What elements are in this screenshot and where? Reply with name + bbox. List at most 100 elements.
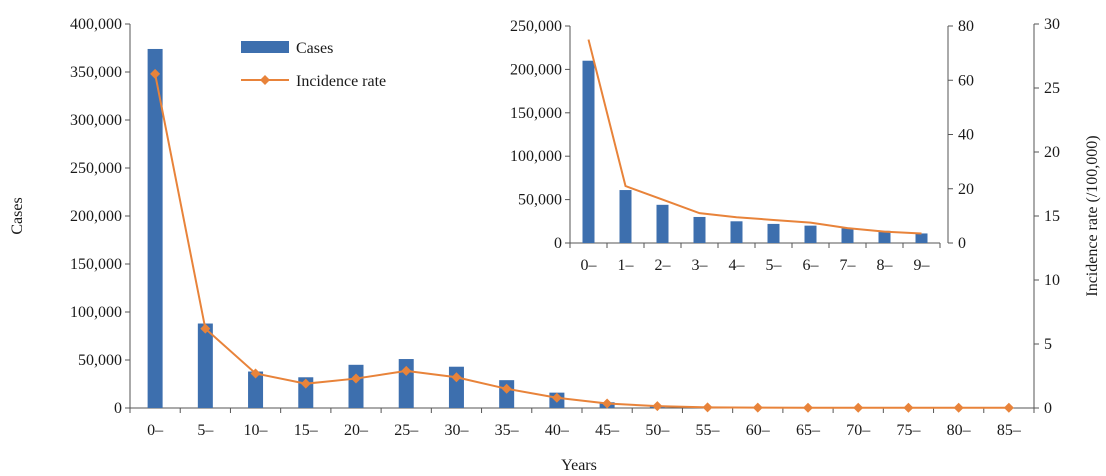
incidence-rate-point [501, 383, 512, 394]
inset-chart: 0 50,000 100,000 150,000 200,000 250,000 0 20 40… [510, 18, 974, 274]
x-tick-label: 10– [244, 422, 269, 439]
x-tick-label: 80– [947, 422, 972, 439]
y2-tick-label: 10 [1044, 272, 1060, 289]
bar [730, 221, 743, 243]
y-tick-label: 100,000 [70, 304, 122, 321]
incidence-rate-point [652, 401, 663, 412]
x-tick-label: 25– [394, 422, 419, 439]
incidence-rate-point [451, 372, 462, 383]
x-tick-label: 40– [545, 422, 570, 439]
legend-label-cases: Cases [296, 40, 333, 57]
incidence-rate-line [587, 39, 922, 235]
incidence-rate-point [752, 402, 763, 413]
x-tick-label: 5– [197, 422, 214, 439]
bar [878, 230, 891, 243]
bar [582, 60, 595, 243]
bar [656, 204, 669, 243]
x-tick-label: 4– [729, 257, 746, 274]
x-tick-label: 8– [877, 257, 894, 274]
x-tick-label: 0– [147, 422, 164, 439]
y-tick-label: 0 [114, 400, 122, 417]
incidence-rate-point [853, 402, 864, 413]
incidence-rate-point [803, 402, 813, 413]
incidence-rate-point [300, 378, 311, 389]
incidence-rate-point [903, 402, 914, 413]
x-tick-label: 75– [896, 422, 921, 439]
legend-swatch-incidence-marker [260, 75, 270, 85]
y2-tick-label: 20 [1044, 144, 1060, 161]
x-tick-label: 70– [846, 422, 871, 439]
y-tick-label: 50,000 [518, 192, 562, 209]
x-tick-label: 20– [344, 422, 369, 439]
y2-tick-label: 25 [1044, 80, 1060, 97]
y-tick-label: 0 [554, 235, 562, 252]
x-tick-label: 55– [696, 422, 721, 439]
bar [197, 323, 213, 408]
y2-tick-label: 0 [958, 235, 966, 252]
incidence-rate-point [351, 373, 361, 384]
legend: Cases Incidence rate [241, 40, 386, 90]
x-tick-label: 5– [766, 257, 783, 274]
bar [804, 225, 817, 243]
x-tick-label: 60– [746, 422, 771, 439]
y2-tick-label: 15 [1044, 208, 1060, 225]
legend-swatch-cases [241, 41, 289, 53]
y2-tick-label: 20 [958, 181, 974, 198]
main-chart: 0 50,000 100,000 150,000 200,000 250,000 300,0… [70, 16, 1060, 439]
incidence-rate-point [953, 402, 964, 413]
x-tick-label: 30– [444, 422, 469, 439]
x-tick-label: 1– [618, 257, 635, 274]
bar [693, 216, 706, 243]
incidence-rate-point [702, 402, 713, 413]
y-tick-label: 50,000 [78, 352, 122, 369]
y2-axis-title: Incidence rate (/100,000) [1084, 135, 1101, 296]
x-tick-label: 6– [803, 257, 820, 274]
y-tick-label: 200,000 [510, 61, 562, 78]
y-tick-label: 400,000 [70, 16, 122, 33]
y-tick-label: 150,000 [70, 256, 122, 273]
x-tick-label: 9– [914, 257, 931, 274]
bar [767, 223, 780, 243]
incidence-rate-point [1003, 402, 1014, 413]
x-tick-label: 50– [645, 422, 670, 439]
incidence-rate-point [150, 68, 161, 79]
y-tick-label: 250,000 [70, 160, 122, 177]
bar [348, 364, 364, 408]
x-tick-label: 2– [655, 257, 672, 274]
y-tick-label: 150,000 [510, 105, 562, 122]
legend-label-incidence: Incidence rate [296, 73, 386, 90]
incidence-rate-line [154, 73, 1009, 409]
x-tick-label: 15– [294, 422, 319, 439]
y2-tick-label: 40 [958, 127, 974, 144]
bar [915, 233, 928, 243]
y2-tick-label: 30 [1044, 16, 1060, 33]
bar [841, 228, 854, 243]
y2-tick-label: 5 [1044, 336, 1052, 353]
incidence-rate-point [602, 398, 613, 409]
incidence-rate-point [401, 365, 412, 376]
y-tick-label: 250,000 [510, 18, 562, 35]
incidence-rate-point [250, 368, 261, 379]
x-axis-title: Years [561, 457, 597, 474]
x-tick-label: 45– [595, 422, 620, 439]
y-tick-label: 200,000 [70, 208, 122, 225]
y-tick-label: 300,000 [70, 112, 122, 129]
x-tick-label: 35– [495, 422, 520, 439]
bar [248, 371, 264, 408]
x-tick-label: 3– [692, 257, 709, 274]
bar [298, 377, 314, 408]
y2-tick-label: 60 [958, 72, 974, 89]
x-tick-label: 85– [997, 422, 1022, 439]
y2-tick-label: 0 [1044, 400, 1052, 417]
x-tick-label: 65– [796, 422, 821, 439]
y-axis-title: Cases [9, 197, 26, 234]
y-tick-label: 100,000 [510, 148, 562, 165]
bar [147, 48, 163, 409]
y2-tick-label: 80 [958, 18, 974, 35]
incidence-rate-point [200, 323, 211, 334]
incidence-rate-point [551, 392, 562, 403]
x-tick-label: 7– [840, 257, 857, 274]
bar [619, 190, 632, 243]
y-tick-label: 350,000 [70, 64, 122, 81]
